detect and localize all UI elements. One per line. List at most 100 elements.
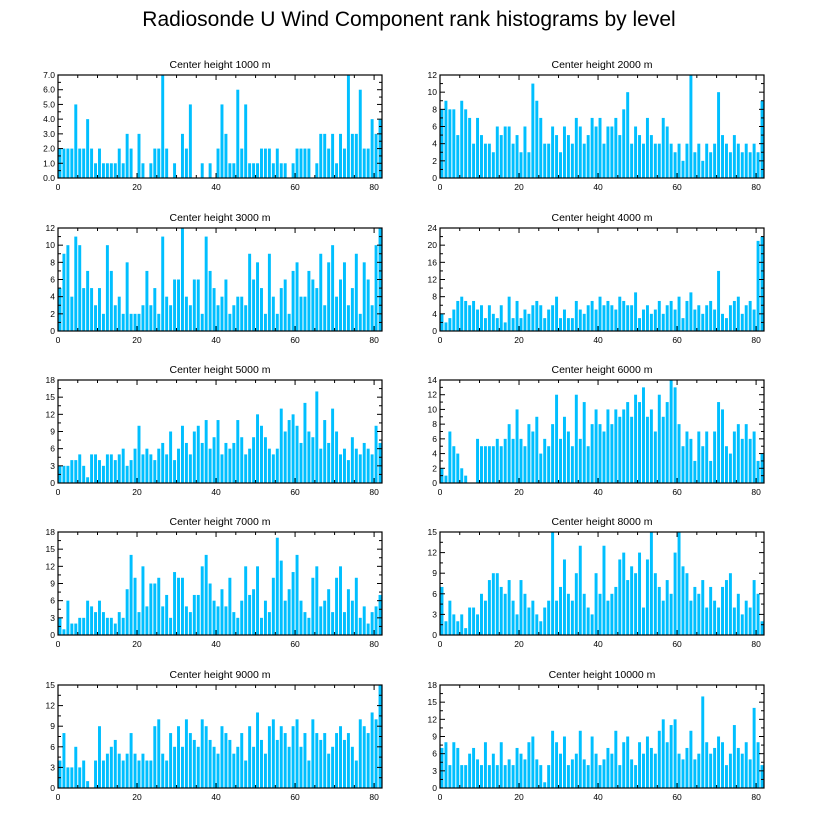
histogram-bar xyxy=(634,126,638,178)
panel-title: Center height 5000 m xyxy=(170,364,271,376)
histogram-bar xyxy=(689,292,693,331)
y-tick-label: 0 xyxy=(432,630,437,640)
histogram-bar xyxy=(62,148,66,178)
histogram-bar xyxy=(374,719,378,788)
histogram-bar xyxy=(638,552,642,635)
histogram-bar xyxy=(117,148,121,178)
histogram-bar xyxy=(113,163,117,178)
histogram-bar xyxy=(184,719,188,788)
histogram-bar xyxy=(645,305,649,331)
histogram-bar xyxy=(622,300,626,331)
histogram-bar xyxy=(539,765,543,788)
histogram-bar xyxy=(507,759,511,788)
x-tick-label: 80 xyxy=(751,792,761,802)
histogram-bar xyxy=(74,104,78,178)
x-tick-label: 80 xyxy=(369,487,379,497)
histogram-bar xyxy=(137,425,141,483)
histogram-bar xyxy=(634,292,638,331)
histogram-bar xyxy=(342,448,346,483)
y-tick-label: 6 xyxy=(432,122,437,132)
histogram-bar xyxy=(240,600,244,635)
y-tick-label: 5.0 xyxy=(43,99,55,109)
histogram-bar xyxy=(121,760,125,788)
histogram-bar xyxy=(610,424,614,483)
main-title: Radiosonde U Wind Component rank histogr… xyxy=(142,8,676,31)
histogram-bar xyxy=(638,135,642,178)
y-tick-label: 2 xyxy=(50,309,55,319)
histogram-bar xyxy=(511,600,515,635)
histogram-bar xyxy=(358,617,362,635)
histogram-bar xyxy=(724,580,728,635)
histogram-bar xyxy=(82,617,86,635)
histogram-bar xyxy=(472,143,476,178)
x-tick-label: 60 xyxy=(672,182,682,192)
histogram-bar xyxy=(66,465,70,483)
histogram-bar xyxy=(62,253,66,331)
histogram-bar xyxy=(366,448,370,483)
histogram-bar xyxy=(760,100,764,178)
histogram-bar xyxy=(342,612,346,635)
y-tick-label: 4 xyxy=(50,292,55,302)
y-tick-label: 0.0 xyxy=(43,173,55,183)
histogram-bar xyxy=(618,559,622,635)
histogram-bar xyxy=(752,580,756,635)
histogram-bar xyxy=(487,580,491,635)
histogram-bar xyxy=(267,612,271,635)
histogram-bar xyxy=(578,126,582,178)
histogram-bar xyxy=(677,532,681,635)
histogram-bar xyxy=(562,416,566,483)
histogram-bar xyxy=(82,148,86,178)
histogram-bar xyxy=(101,612,105,635)
histogram-bar xyxy=(295,148,299,178)
histogram-bar xyxy=(200,719,204,788)
histogram-bar xyxy=(578,545,582,635)
histogram-bar xyxy=(535,614,539,635)
histogram-bar xyxy=(472,300,476,331)
histogram-bar xyxy=(133,577,137,635)
y-tick-label: 0 xyxy=(432,326,437,336)
histogram-bar xyxy=(362,726,366,788)
histogram-bar xyxy=(562,309,566,331)
histogram-bar xyxy=(634,394,638,483)
histogram-bar xyxy=(527,424,531,483)
histogram-bar xyxy=(685,431,689,483)
histogram-bar xyxy=(499,586,503,635)
histogram-panel: Center height 5000 m 0 20 40 60 80 0 3 6 9 12 15 18 xyxy=(46,364,383,497)
histogram-bar xyxy=(736,424,740,483)
histogram-bar xyxy=(748,607,752,635)
x-tick-label: 40 xyxy=(593,792,603,802)
x-tick-label: 20 xyxy=(514,487,524,497)
y-tick-label: 12 xyxy=(46,561,56,571)
histogram-bar xyxy=(267,148,271,178)
histogram-bar xyxy=(149,760,153,788)
x-tick-label: 40 xyxy=(211,639,221,649)
histogram-bar xyxy=(721,313,724,331)
histogram-bar xyxy=(113,460,117,483)
histogram-bar xyxy=(665,742,669,788)
histogram-bar xyxy=(456,453,460,483)
histogram-bar xyxy=(622,552,626,635)
histogram-bar xyxy=(244,760,248,788)
histogram-bar xyxy=(200,566,204,635)
histogram-bar xyxy=(491,313,495,331)
histogram-bar xyxy=(346,589,350,635)
y-tick-label: 15 xyxy=(428,527,438,537)
y-tick-label: 4 xyxy=(432,309,437,319)
histogram-bar xyxy=(224,442,228,483)
histogram-bar xyxy=(184,442,188,483)
histogram-bar xyxy=(456,300,460,331)
panel-title: Center height 4000 m xyxy=(552,212,653,224)
histogram-bar xyxy=(137,612,141,635)
histogram-bar xyxy=(452,309,456,331)
histogram-bar xyxy=(208,583,212,635)
histogram-bar xyxy=(295,262,299,331)
histogram-bar xyxy=(728,453,732,483)
histogram-bar xyxy=(196,425,200,483)
histogram-panel: Center height 2000 m 0 20 40 60 80 0 2 4 6 8 10 12 xyxy=(428,59,765,192)
histogram-bar xyxy=(236,420,240,483)
y-tick-label: 9 xyxy=(50,427,55,437)
histogram-bar xyxy=(216,148,220,178)
histogram-bar xyxy=(622,409,626,483)
histogram-bar xyxy=(582,313,586,331)
histogram-bar xyxy=(256,712,260,788)
